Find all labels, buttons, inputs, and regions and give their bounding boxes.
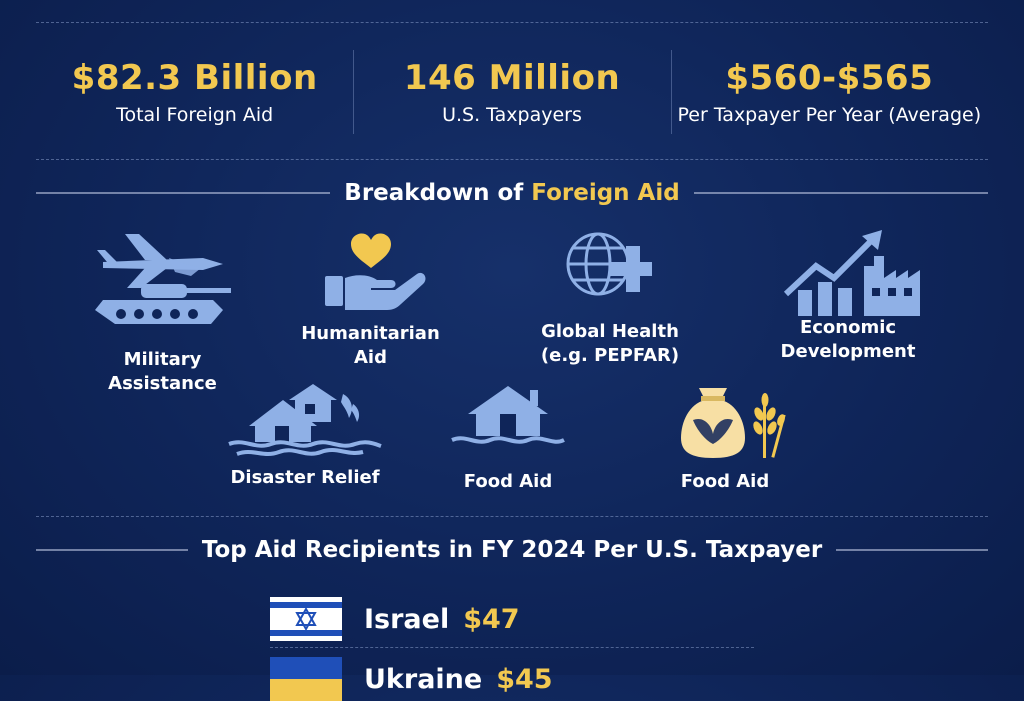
recipients-title: Top Aid Recipients in FY 2024 Per U.S. T… [201, 537, 823, 563]
recipients-heading: Top Aid Recipients in FY 2024 Per U.S. T… [36, 537, 989, 563]
aid-amount: $45 [496, 663, 553, 695]
heading-rule-right [693, 192, 988, 194]
heading-rule-left [36, 549, 188, 551]
recipient-divider [270, 647, 754, 648]
breakdown-title-highlight: Foreign Aid [531, 180, 680, 206]
aid-amount: $47 [463, 603, 520, 635]
breakdown-label: Food Aid [680, 471, 770, 492]
economic-development-icon [783, 230, 920, 316]
top-divider [36, 22, 988, 23]
stats-divider [36, 159, 988, 160]
breakdown-divider [36, 516, 988, 517]
breakdown-heading: Breakdown of Foreign Aid [36, 180, 988, 206]
flood-house-icon [451, 386, 565, 444]
israel-flag [270, 597, 342, 641]
stat-label: Total Foreign Aid [116, 104, 274, 126]
stat-per-taxpayer: $560-$565 Per Taxpayer Per Year (Average… [670, 48, 988, 148]
breakdown-label: Economic Development [780, 317, 916, 362]
food-sack-icon [681, 388, 786, 458]
military-icon [94, 234, 231, 324]
breakdown-label: Humanitarian Aid [301, 323, 440, 368]
stat-value: 146 Million [403, 58, 621, 98]
disaster-relief-icon [228, 384, 382, 456]
ukraine-flag [270, 657, 342, 701]
breakdown-item-disaster: Disaster Relief [220, 382, 390, 490]
stat-value: $82.3 Billion [71, 58, 318, 98]
stats-row: $82.3 Billion Total Foreign Aid 146 Mill… [36, 48, 988, 148]
stat-label: U.S. Taxpayers [442, 104, 582, 126]
stat-label: Per Taxpayer Per Year (Average) [677, 104, 982, 126]
breakdown-label: Food Aid [463, 471, 553, 492]
breakdown-label-sub: (e.g. PEPFAR) [540, 345, 680, 366]
stat-value: $560-$565 [725, 58, 934, 98]
breakdown-item-humanitarian: Humanitarian Aid [283, 232, 458, 370]
breakdown-item-economic: Economic Development [748, 226, 948, 364]
breakdown-item-food-aid-1: Food Aid [440, 384, 576, 494]
breakdown-label: Military Assistance [108, 349, 217, 394]
breakdown-title-prefix: Breakdown of [344, 180, 532, 206]
humanitarian-icon [324, 233, 425, 310]
global-health-icon [566, 232, 652, 296]
heading-rule-left [36, 192, 331, 194]
heading-rule-right [836, 549, 989, 551]
breakdown-label: Global Health [541, 321, 679, 342]
breakdown-item-military: Military Assistance [70, 228, 255, 396]
recipient-row: Israel $47 [270, 597, 520, 641]
breakdown-title: Breakdown of Foreign Aid [330, 180, 693, 206]
stat-taxpayers: 146 Million U.S. Taxpayers [353, 48, 670, 148]
country-name: Ukraine [364, 663, 483, 695]
stat-total-aid: $82.3 Billion Total Foreign Aid [36, 48, 353, 148]
breakdown-item-global-health: Global Health (e.g. PEPFAR) [530, 228, 690, 368]
breakdown-label: Disaster Relief [230, 467, 380, 488]
country-name: Israel [364, 603, 450, 635]
recipient-row: Ukraine $45 [270, 657, 553, 701]
breakdown-item-food-aid-2: Food Aid [650, 384, 800, 494]
